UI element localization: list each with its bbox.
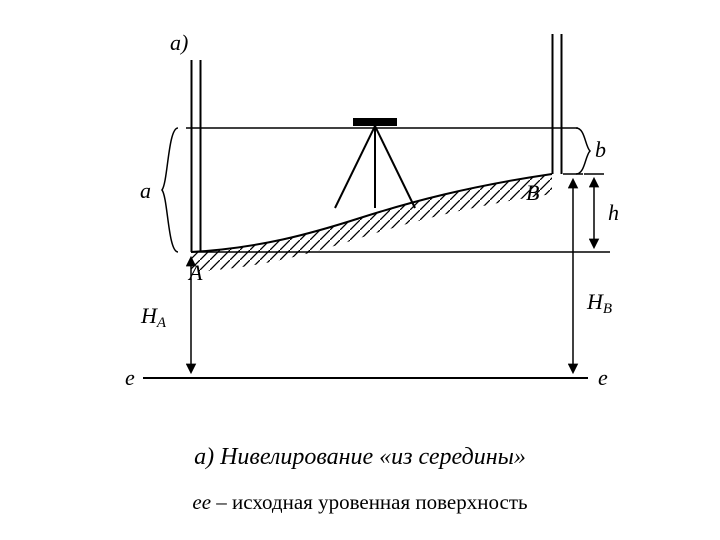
figure-stage: e e a b h HA HB A Ba) а) Нивелирование «из серед… bbox=[0, 0, 720, 540]
caption-sub-rest: – исходная уровенная поверхность bbox=[211, 490, 528, 514]
svg-text:e: e bbox=[598, 365, 608, 390]
svg-text:a: a bbox=[140, 178, 151, 203]
svg-text:e: e bbox=[125, 365, 135, 390]
caption-main: а) Нивелирование «из середины» bbox=[0, 444, 720, 471]
svg-text:a): a) bbox=[170, 30, 188, 55]
svg-text:HB: HB bbox=[586, 289, 612, 317]
caption-sub: ее – исходная уровенная поверхность bbox=[0, 490, 720, 515]
svg-text:HA: HA bbox=[140, 303, 167, 331]
svg-text:A: A bbox=[187, 260, 203, 285]
caption-sub-ee: ее bbox=[192, 490, 211, 514]
svg-text:b: b bbox=[595, 137, 606, 162]
svg-text:B: B bbox=[526, 180, 539, 205]
svg-text:h: h bbox=[608, 200, 619, 225]
